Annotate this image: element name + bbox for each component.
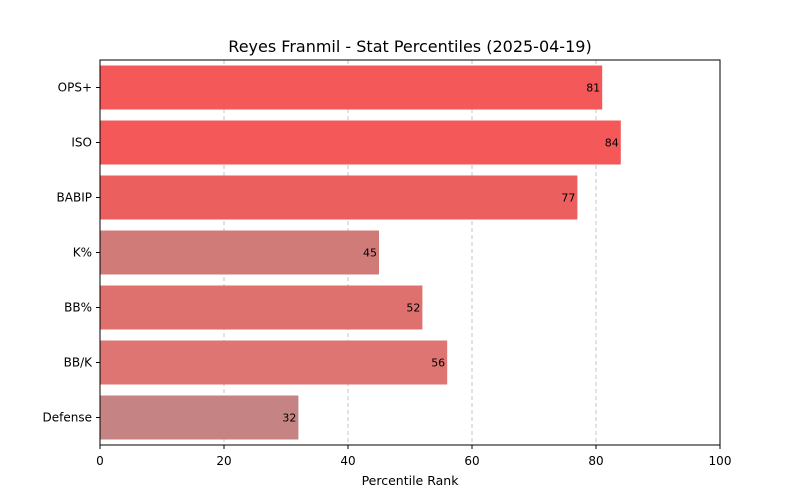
bar (100, 65, 603, 110)
y-tick-label: BB/K (64, 356, 94, 370)
x-tick-label: 20 (216, 454, 231, 468)
y-tick-label: BABIP (57, 191, 92, 205)
bar (100, 230, 379, 275)
bars (100, 65, 621, 440)
x-tick-label: 80 (588, 454, 603, 468)
bar-value-label: 81 (586, 82, 600, 95)
bar-value-label: 52 (406, 302, 420, 315)
x-axis-ticks: 0 20 40 60 80 100 (96, 445, 731, 468)
x-axis-label: Percentile Rank (362, 473, 460, 488)
bar-value-label: 77 (561, 192, 575, 205)
bar-value-label: 32 (282, 412, 296, 425)
bar (100, 175, 578, 220)
x-tick-label: 0 (96, 454, 104, 468)
x-tick-label: 100 (709, 454, 732, 468)
bar-value-label: 56 (431, 357, 445, 370)
bar-value-labels: 81 84 77 45 52 56 32 (282, 82, 618, 425)
y-axis-ticks: OPS+ ISO BABIP K% BB% BB/K Defense (43, 81, 100, 425)
bar-value-label: 84 (605, 137, 619, 150)
y-tick-label: Defense (43, 411, 92, 425)
chart-title: Reyes Franmil - Stat Percentiles (2025-0… (228, 37, 591, 56)
y-tick-label: K% (73, 246, 92, 260)
bar (100, 285, 423, 330)
bar (100, 395, 299, 440)
bar (100, 340, 448, 385)
y-tick-label: ISO (71, 136, 92, 150)
y-tick-label: OPS+ (58, 81, 92, 95)
x-tick-label: 40 (340, 454, 355, 468)
bar (100, 120, 621, 165)
x-tick-label: 60 (464, 454, 479, 468)
y-tick-label: BB% (64, 301, 92, 315)
bar-value-label: 45 (363, 247, 377, 260)
